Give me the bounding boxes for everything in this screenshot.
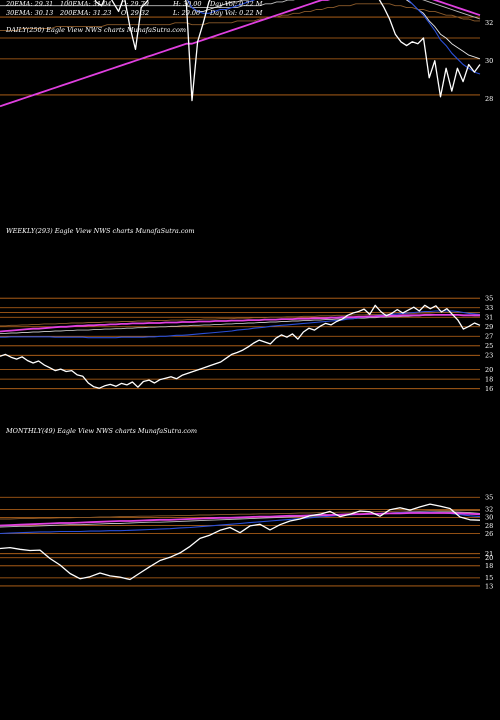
header-open: O: 29.32 [121, 9, 149, 17]
monthly-y-tick-label: 30 [485, 514, 493, 522]
monthly-chart-title: MONTHLY(49) Eagle View NWS charts Munafa… [5, 427, 197, 435]
header-low: L: 29.06 [172, 9, 200, 17]
daily-y-tick-label: 30 [485, 57, 493, 65]
weekly-series-ema-blue [0, 310, 481, 339]
monthly-series [0, 503, 481, 581]
monthly-hlines [0, 496, 480, 587]
header-close: C: 29.79 [121, 0, 149, 8]
weekly-y-tick-label: 35 [485, 295, 493, 303]
monthly-y-tick-label: 15 [485, 574, 493, 582]
daily-series-ema-magenta [0, 0, 481, 108]
monthly-series-price [0, 503, 481, 581]
daily-series-ema-grey [0, 0, 481, 20]
monthly-series-ema-brown [0, 510, 480, 520]
monthly-y-tick-label: 35 [485, 494, 493, 502]
monthly-y-tick-label: 20 [485, 554, 493, 562]
daily-series-ema-blue [186, 0, 481, 75]
weekly-hlines [0, 297, 480, 390]
monthly-panel: MONTHLY(49) Eagle View NWS charts Munafa… [0, 427, 493, 590]
weekly-y-tick-label: 29 [485, 323, 493, 331]
header-200ema: 200EMA: 31.23 [59, 9, 111, 17]
weekly-series-price [0, 304, 481, 389]
weekly-y-tick-label: 33 [485, 304, 493, 312]
header-day-vol-1: Day Vol: 0.22 M [209, 0, 263, 8]
daily-series-ema-white [186, 0, 481, 60]
daily-panel: 32 30 28 20EMA: 29.31 100EMA: 31.04 C: 29.… [0, 0, 493, 108]
header-30ema: 30EMA: 30.13 [6, 9, 53, 17]
indicator-header: 20EMA: 29.31 100EMA: 31.04 C: 29.79 H: 3… [5, 0, 263, 17]
header-100ema: 100EMA: 31.04 [60, 0, 111, 8]
daily-series [0, 0, 481, 108]
weekly-panel: WEEKLY(293) Eagle View NWS charts Munafa… [0, 227, 493, 393]
weekly-y-tick-label: 16 [485, 385, 493, 393]
monthly-y-tick-label: 21 [485, 550, 493, 558]
header-20ema: 20EMA: 29.31 [5, 0, 53, 8]
monthly-y-tick-label: 18 [485, 562, 493, 570]
daily-series-price [67, 0, 481, 102]
weekly-chart-title: WEEKLY(293) Eagle View NWS charts Munafa… [6, 227, 195, 235]
monthly-y-tick-label: 32 [485, 506, 493, 514]
weekly-y-tick-label: 31 [485, 314, 493, 322]
monthly-y-tick-label: 28 [485, 522, 493, 530]
monthly-y-tick-label: 13 [485, 582, 493, 590]
daily-chart-title: DAILY(250) Eagle View NWS charts MunafaS… [5, 26, 186, 34]
header-day-vol-2: Day Vol: 0.22 M [209, 9, 263, 17]
weekly-series-ema-magenta [0, 313, 480, 333]
daily-y-tick-label: 32 [485, 19, 493, 27]
daily-y-ticks: 32 30 28 [485, 19, 493, 103]
daily-series-ema-brown [0, 3, 480, 31]
weekly-y-tick-label: 18 [485, 375, 493, 383]
monthly-series-ema-magenta [0, 512, 481, 527]
weekly-y-tick-label: 27 [485, 333, 493, 341]
weekly-series [0, 304, 481, 389]
weekly-y-tick-label: 23 [485, 352, 493, 360]
daily-hlines [0, 16, 480, 96]
weekly-y-tick-label: 20 [485, 366, 493, 374]
weekly-series-ema-grey [0, 314, 480, 334]
weekly-y-tick-label: 25 [485, 342, 493, 350]
header-high: H: 30.00 [172, 0, 202, 8]
monthly-y-tick-label: 26 [485, 530, 493, 538]
daily-y-tick-label: 28 [485, 95, 493, 103]
